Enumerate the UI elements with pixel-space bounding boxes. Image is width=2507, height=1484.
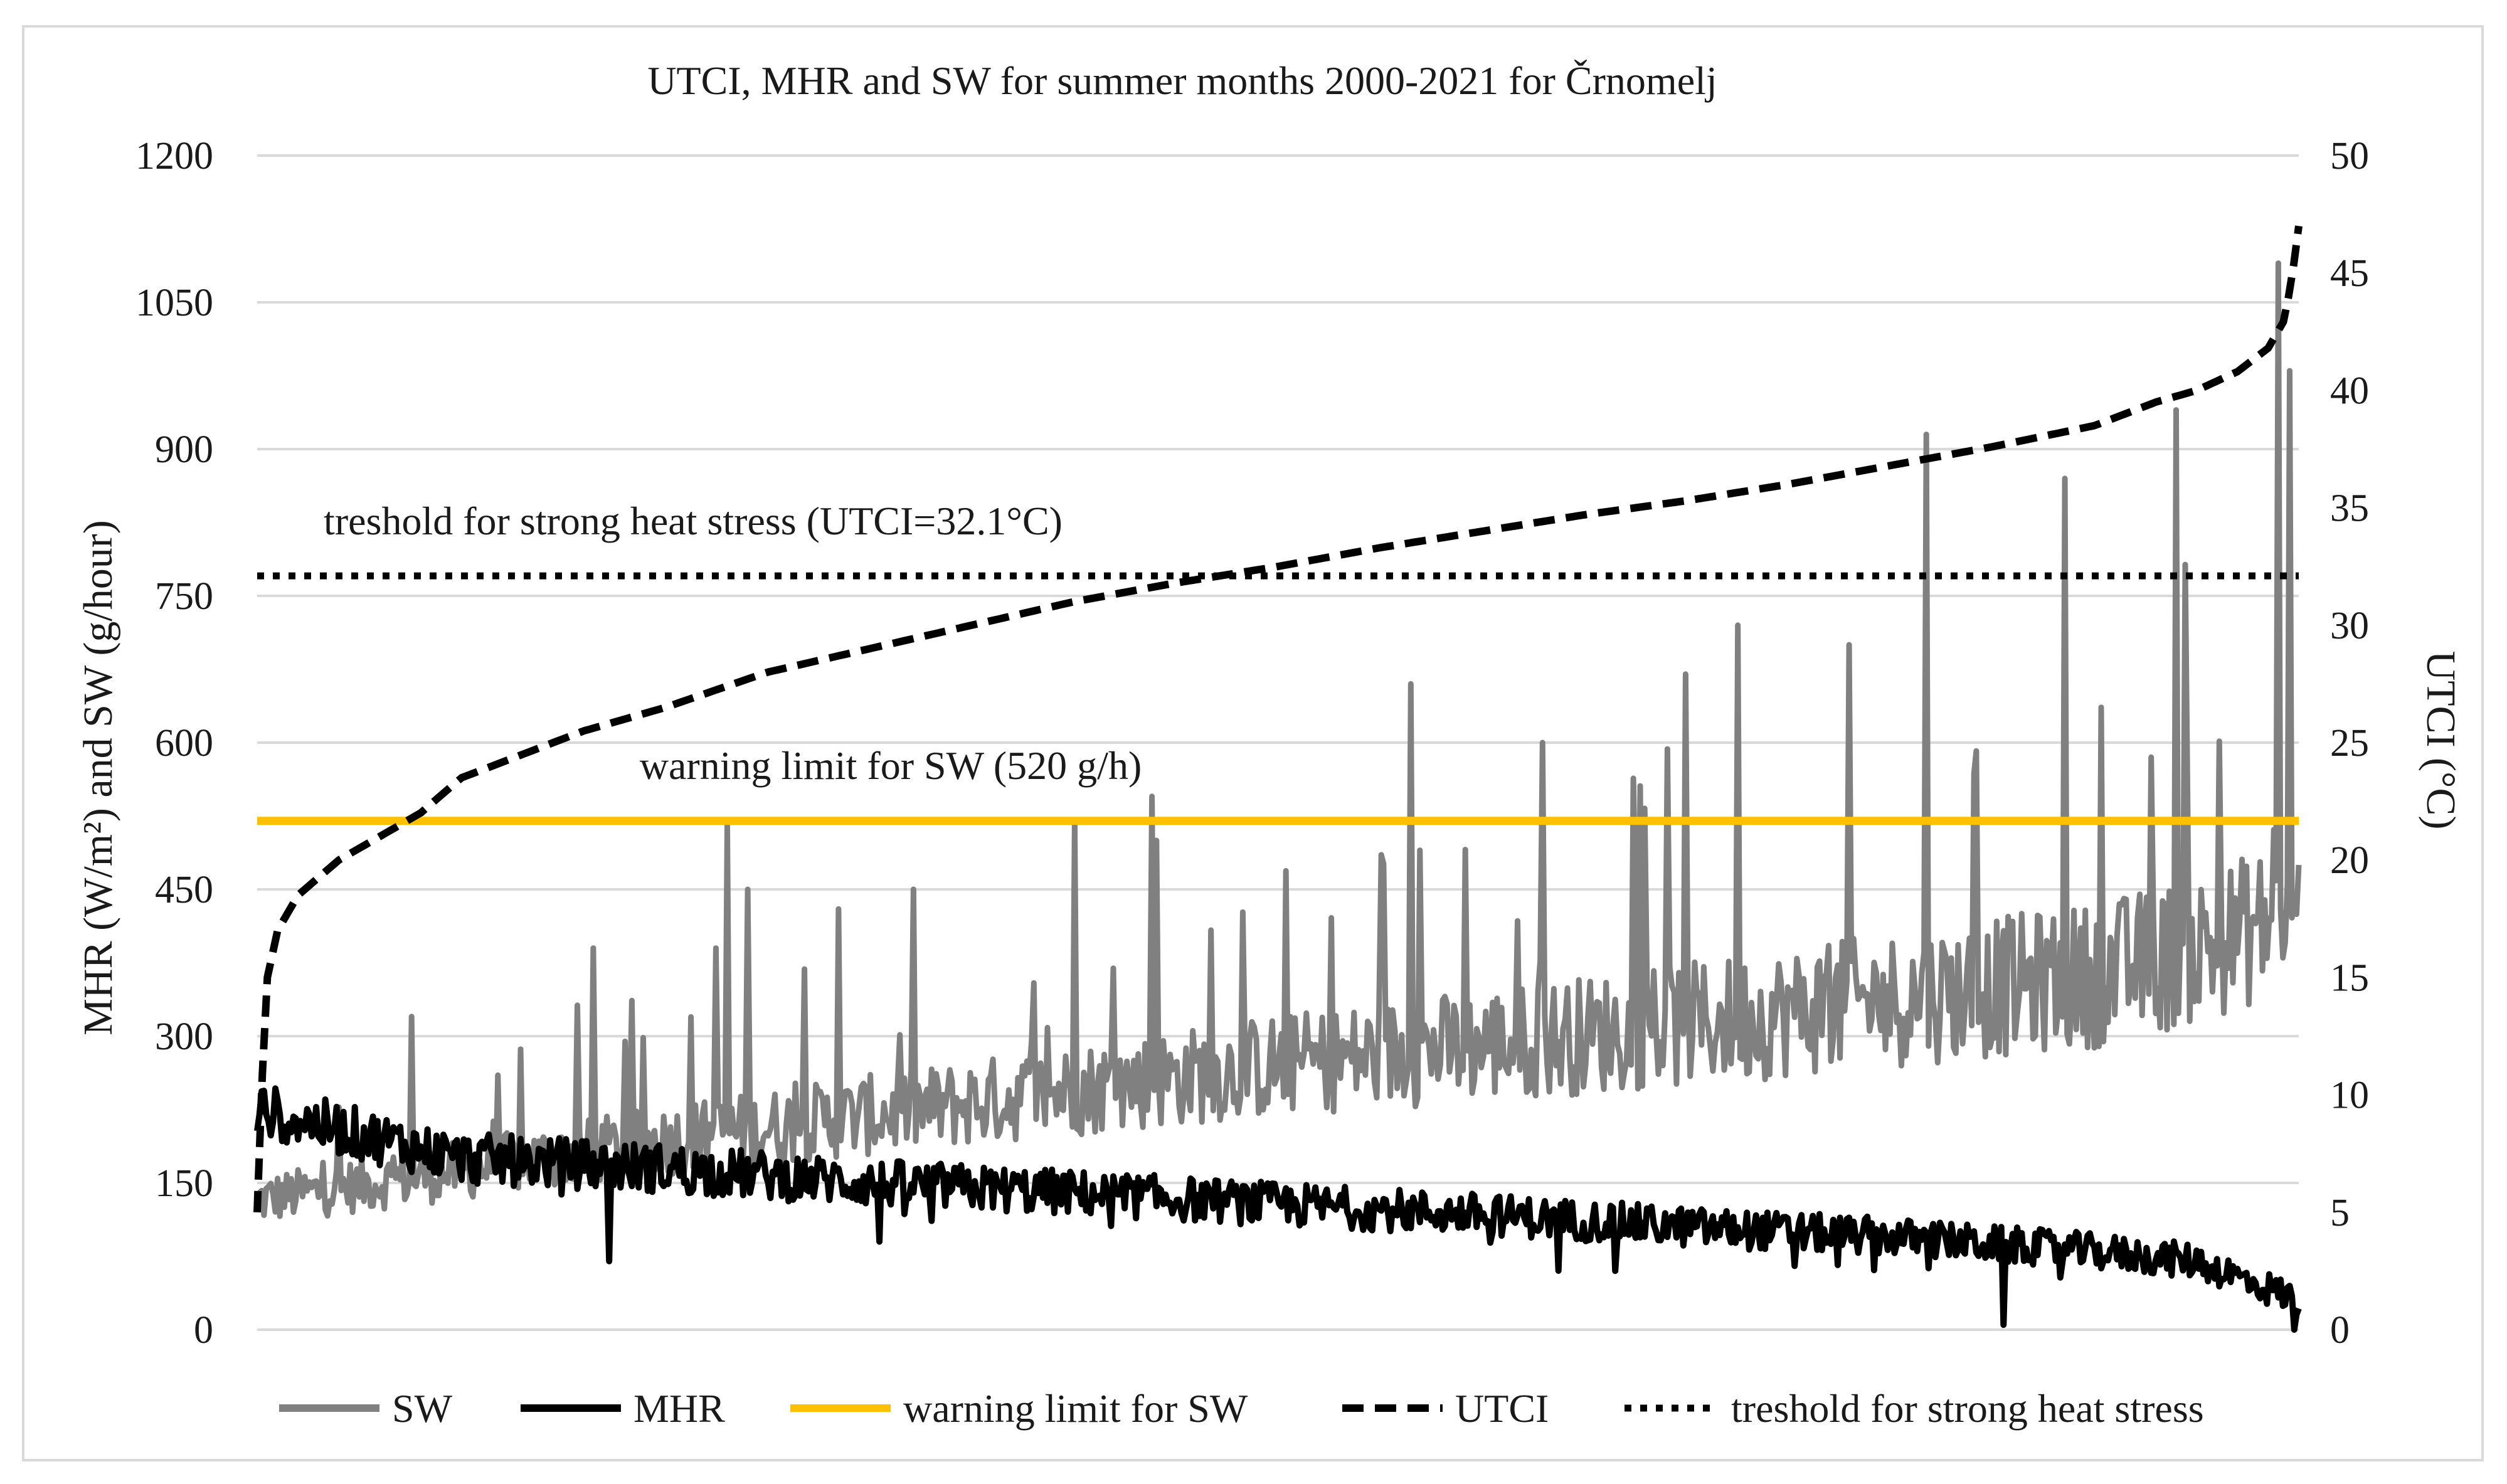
right-tick-label: 10 [2330, 1074, 2369, 1117]
utci-series-line [253, 225, 2303, 1213]
mhr-series-line [254, 1085, 2302, 1333]
legend-label: warning limit for SW [903, 1386, 1248, 1431]
warning-limit-annotation: warning limit for SW (520 g/h) [640, 743, 1142, 788]
right-tick-label: 20 [2330, 839, 2369, 882]
left-tick-label: 0 [194, 1309, 213, 1352]
right-tick-label: 40 [2330, 369, 2369, 412]
right-tick-label: 30 [2330, 605, 2369, 647]
left-axis-ticks: 0 150 300 450 600 750 900 1050 1200 [135, 135, 213, 1352]
right-tick-label: 35 [2330, 487, 2369, 530]
right-tick-label: 50 [2330, 135, 2369, 178]
threshold-annotation: treshold for strong heat stress (UTCI=32… [324, 499, 1063, 543]
left-tick-label: 900 [155, 428, 213, 471]
left-tick-label: 150 [155, 1162, 213, 1205]
legend-label: SW [392, 1386, 453, 1431]
legend-label: UTCI [1455, 1386, 1549, 1431]
chart-title: UTCI, MHR and SW for summer months 2000-… [647, 58, 1717, 103]
left-tick-label: 750 [155, 575, 213, 618]
left-tick-label: 600 [155, 722, 213, 765]
right-axis-title: UTCI (°C) [2418, 651, 2464, 830]
right-tick-label: 15 [2330, 957, 2369, 999]
left-tick-label: 450 [155, 869, 213, 911]
legend-label: treshold for strong heat stress [1731, 1386, 2204, 1431]
left-tick-label: 1050 [135, 282, 213, 324]
right-tick-label: 25 [2330, 722, 2369, 765]
legend-label: MHR [633, 1386, 725, 1431]
left-tick-label: 300 [155, 1015, 213, 1058]
right-axis-ticks: 0 5 10 15 20 25 30 35 40 45 50 [2330, 135, 2369, 1352]
series-layer [253, 225, 2303, 1333]
left-axis-title: MHR (W/m²) and SW (g/hour) [75, 520, 121, 1035]
right-tick-label: 0 [2330, 1309, 2350, 1352]
legend: SW MHR warning limit for SW UTCI treshold fo… [279, 1386, 2204, 1431]
right-tick-label: 5 [2330, 1192, 2350, 1234]
left-tick-label: 1200 [135, 135, 213, 178]
right-tick-label: 45 [2330, 252, 2369, 295]
